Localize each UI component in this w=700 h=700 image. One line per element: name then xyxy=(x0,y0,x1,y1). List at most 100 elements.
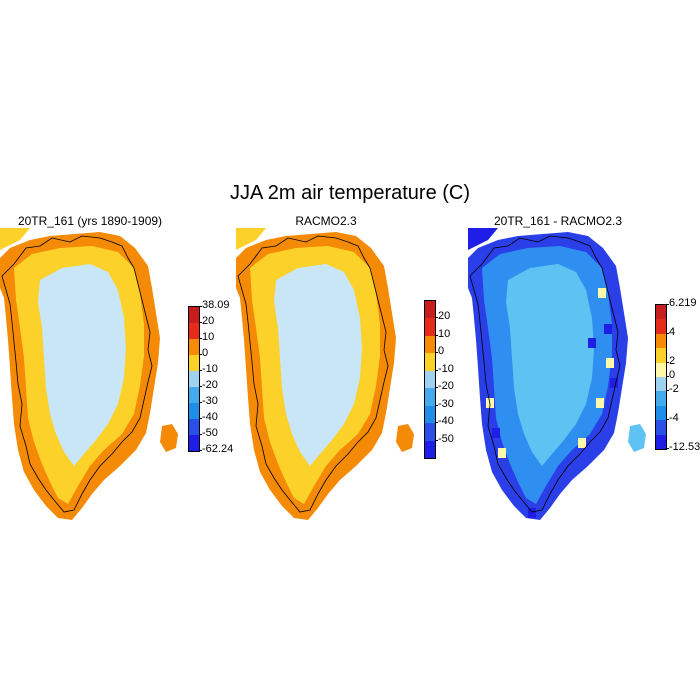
colorbar-tick xyxy=(199,354,202,355)
panel-1-colorbar: -62.24 -50 -40 -30 -20 -10 0 10 20 38.09 xyxy=(188,299,248,455)
colorbar-segment xyxy=(656,405,666,421)
colorbar-label: 20 xyxy=(438,310,451,323)
panel-2-title: RACMO2.3 xyxy=(295,214,357,228)
panel-3-map xyxy=(468,228,646,520)
colorbar-segment xyxy=(425,318,435,336)
colorbar-tick xyxy=(666,376,669,377)
colorbar-box xyxy=(424,300,436,459)
colorbar-segment xyxy=(425,423,435,441)
iceland-fragment xyxy=(628,424,646,452)
colorbar-tick xyxy=(199,322,202,323)
colorbar-label: -40 xyxy=(202,411,218,423)
colorbar-tick xyxy=(435,317,438,319)
grid-cell xyxy=(596,398,604,408)
iceland-fragment xyxy=(160,424,178,452)
colorbar-segment xyxy=(189,323,199,339)
colorbar-tick xyxy=(199,386,202,387)
grid-cell xyxy=(588,338,596,348)
colorbar-label: 2 xyxy=(669,354,676,367)
panel-1-map xyxy=(0,228,178,520)
colorbar-label: -20 xyxy=(438,380,454,393)
panel-1-title: 20TR_161 (yrs 1890-1909) xyxy=(17,214,163,228)
colorbar-tick xyxy=(199,370,202,371)
colorbar-label: 38.09 xyxy=(202,299,230,311)
colorbar-tick xyxy=(666,448,669,449)
colorbar-segment xyxy=(189,339,199,355)
colorbar-segment xyxy=(189,371,199,387)
panel-2-map xyxy=(236,228,414,520)
colorbar-tick xyxy=(199,306,202,307)
colorbar-tick xyxy=(435,404,438,406)
iceland-fragment xyxy=(396,424,414,452)
grid-cell xyxy=(492,428,500,438)
colorbar-label: -50 xyxy=(438,432,454,445)
colorbar-segment xyxy=(425,388,435,406)
colorbar-tick xyxy=(666,332,669,334)
colorbar-segment xyxy=(656,434,666,449)
colorbar-tick xyxy=(666,361,669,363)
panel-3-colorbar: -12.533 -4 -2 0 2 4 6.219 xyxy=(655,297,700,453)
colorbar-segment xyxy=(189,387,199,403)
colorbar-segment xyxy=(656,333,666,349)
grid-cell xyxy=(604,324,612,334)
colorbar-label: 0 xyxy=(438,345,445,358)
colorbar-tick xyxy=(199,434,202,435)
colorbar-label: -12.533 xyxy=(669,441,700,453)
ellesmere-island xyxy=(0,228,30,250)
colorbar-label: -4 xyxy=(669,412,679,425)
grid-cell xyxy=(598,288,606,298)
coastline xyxy=(469,235,621,513)
coastline xyxy=(1,235,153,513)
colorbar-tick xyxy=(199,418,202,419)
grid-cell xyxy=(498,448,506,458)
colorbar-label: -10 xyxy=(202,363,218,375)
colorbar-label: -40 xyxy=(438,415,454,428)
colorbar-segment xyxy=(656,319,666,334)
colorbar-segment xyxy=(189,419,199,435)
colorbar-tick xyxy=(199,450,202,451)
ellesmere-island xyxy=(236,228,266,250)
colorbar-segment xyxy=(656,377,666,392)
figure-title: JJA 2m air temperature (C) xyxy=(229,182,471,204)
greenland-interior-region xyxy=(38,264,126,466)
colorbar-label: 0 xyxy=(202,347,209,359)
colorbar-tick xyxy=(435,387,438,389)
colorbar-segment xyxy=(425,301,435,319)
colorbar-segment xyxy=(656,362,666,377)
colorbar-label: -10 xyxy=(438,362,454,375)
ellesmere-island xyxy=(468,228,498,250)
colorbar-segment xyxy=(425,440,435,458)
grid-cell xyxy=(610,378,618,388)
greenland-interior-region xyxy=(274,264,362,466)
colorbar-label: 0 xyxy=(669,369,676,381)
colorbar-label: -30 xyxy=(438,397,454,410)
colorbar-label: 4 xyxy=(669,325,676,338)
coastline xyxy=(237,235,389,513)
colorbar-tick xyxy=(666,419,669,421)
colorbar-segment xyxy=(425,370,435,389)
colorbar-segment xyxy=(189,307,199,323)
grid-cell xyxy=(528,508,536,518)
colorbar-segment xyxy=(189,435,199,451)
grid-cell xyxy=(578,438,586,448)
colorbar-segment xyxy=(189,355,199,371)
colorbar-label: 10 xyxy=(202,331,215,343)
colorbar-segment xyxy=(656,305,666,320)
colorbar-box xyxy=(188,306,200,452)
colorbar-label: -50 xyxy=(202,427,218,439)
colorbar-tick xyxy=(666,390,669,392)
colorbar-label: 6.219 xyxy=(669,297,697,309)
colorbar-tick xyxy=(435,422,438,424)
panel-3-title: 20TR_161 - RACMO2.3 xyxy=(493,214,623,228)
panel-2-colorbar: -50 -40 -30 -20 -10 0 10 20 xyxy=(424,300,484,459)
colorbar-label: -20 xyxy=(202,379,218,391)
grid-cell xyxy=(606,358,614,368)
colorbar-label: 20 xyxy=(202,315,215,327)
colorbar-tick xyxy=(435,439,438,441)
colorbar-tick xyxy=(435,352,438,354)
greenland-interior-region xyxy=(506,264,594,466)
colorbar-segment xyxy=(425,405,435,424)
colorbar-segment xyxy=(656,348,666,363)
colorbar-tick xyxy=(666,304,669,305)
colorbar-segment xyxy=(656,420,666,435)
